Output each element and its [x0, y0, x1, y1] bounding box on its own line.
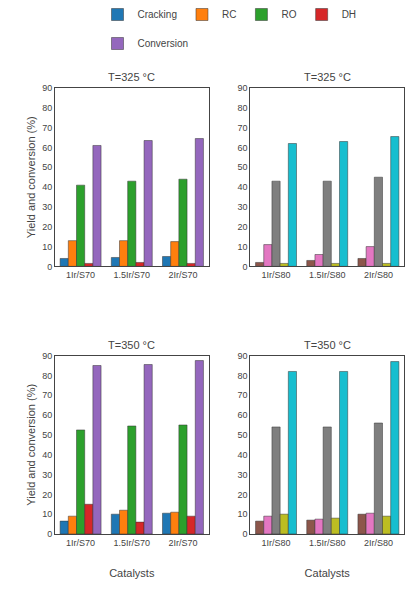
svg-text:20: 20 — [42, 222, 52, 232]
svg-text:Catalysts: Catalysts — [305, 567, 351, 579]
svg-text:50: 50 — [238, 430, 248, 440]
svg-text:Catalysts: Catalysts — [109, 567, 155, 579]
svg-text:T=350 °C: T=350 °C — [108, 339, 155, 351]
svg-text:70: 70 — [42, 390, 52, 400]
svg-text:10: 10 — [42, 242, 52, 252]
svg-text:T=325 °C: T=325 °C — [108, 71, 155, 83]
svg-text:0: 0 — [47, 262, 52, 272]
svg-text:90: 90 — [238, 83, 248, 93]
svg-text:60: 60 — [42, 410, 52, 420]
svg-text:60: 60 — [238, 410, 248, 420]
svg-text:2Ir/S70: 2Ir/S70 — [168, 270, 197, 280]
svg-text:2Ir/S80: 2Ir/S80 — [364, 538, 393, 548]
svg-text:Yield and conversion (%): Yield and conversion (%) — [25, 384, 37, 506]
svg-text:40: 40 — [238, 450, 248, 460]
svg-text:70: 70 — [238, 390, 248, 400]
svg-text:80: 80 — [42, 371, 52, 381]
svg-text:40: 40 — [238, 182, 248, 192]
svg-text:90: 90 — [42, 351, 52, 361]
svg-text:70: 70 — [238, 123, 248, 133]
svg-text:Conversion: Conversion — [138, 38, 189, 49]
svg-text:30: 30 — [42, 470, 52, 480]
svg-text:T=325 °C: T=325 °C — [304, 71, 351, 83]
svg-text:60: 60 — [238, 143, 248, 153]
svg-text:DH: DH — [342, 9, 356, 20]
svg-text:60: 60 — [42, 143, 52, 153]
svg-text:2Ir/S70: 2Ir/S70 — [168, 538, 197, 548]
svg-text:1.5Ir/S70: 1.5Ir/S70 — [114, 270, 151, 280]
svg-text:80: 80 — [238, 103, 248, 113]
svg-text:RO: RO — [281, 9, 296, 20]
svg-text:1.5Ir/S70: 1.5Ir/S70 — [114, 538, 151, 548]
svg-text:1Ir/S70: 1Ir/S70 — [66, 270, 95, 280]
svg-text:RC: RC — [222, 9, 236, 20]
svg-text:1Ir/S70: 1Ir/S70 — [66, 538, 95, 548]
svg-text:20: 20 — [42, 490, 52, 500]
svg-text:20: 20 — [238, 490, 248, 500]
svg-text:80: 80 — [42, 103, 52, 113]
svg-text:T=350 °C: T=350 °C — [304, 339, 351, 351]
svg-text:10: 10 — [238, 242, 248, 252]
svg-text:40: 40 — [42, 450, 52, 460]
svg-text:0: 0 — [243, 262, 248, 272]
svg-text:10: 10 — [238, 509, 248, 519]
svg-text:50: 50 — [42, 162, 52, 172]
svg-text:0: 0 — [243, 529, 248, 539]
svg-text:2Ir/S80: 2Ir/S80 — [364, 270, 393, 280]
svg-text:1Ir/S80: 1Ir/S80 — [262, 538, 291, 548]
svg-text:40: 40 — [42, 182, 52, 192]
svg-text:70: 70 — [42, 123, 52, 133]
svg-text:1.5Ir/S80: 1.5Ir/S80 — [309, 270, 346, 280]
svg-text:50: 50 — [42, 430, 52, 440]
svg-text:80: 80 — [238, 371, 248, 381]
svg-text:90: 90 — [238, 351, 248, 361]
svg-text:30: 30 — [238, 202, 248, 212]
svg-text:0: 0 — [47, 529, 52, 539]
svg-text:1Ir/S80: 1Ir/S80 — [262, 270, 291, 280]
svg-text:Cracking: Cracking — [138, 9, 177, 20]
svg-text:30: 30 — [238, 470, 248, 480]
svg-text:Yield and conversion (%): Yield and conversion (%) — [25, 116, 37, 238]
svg-text:1.5Ir/S80: 1.5Ir/S80 — [309, 538, 346, 548]
svg-text:30: 30 — [42, 202, 52, 212]
svg-text:50: 50 — [238, 162, 248, 172]
svg-text:10: 10 — [42, 509, 52, 519]
svg-text:90: 90 — [42, 83, 52, 93]
svg-text:20: 20 — [238, 222, 248, 232]
